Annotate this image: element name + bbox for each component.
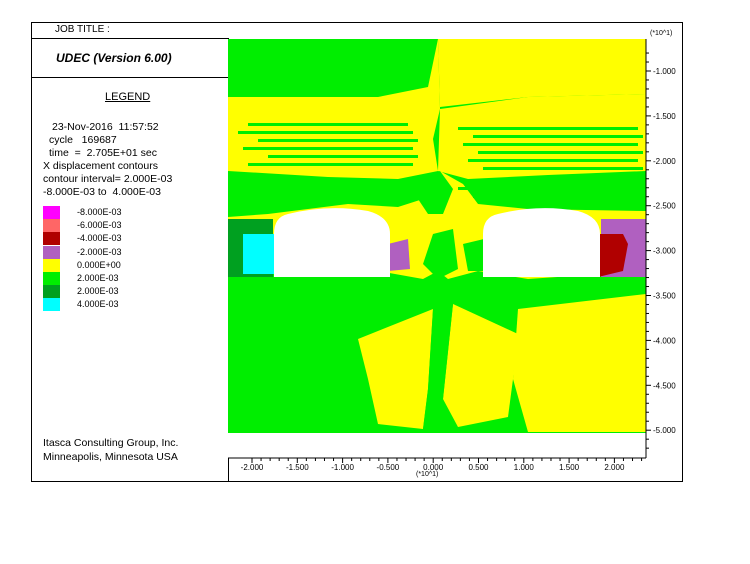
legend-range: -8.000E-03 to 4.000E-03 (43, 186, 161, 198)
plot-frame (31, 22, 683, 482)
contour-zone-green-neck (418, 171, 453, 214)
legend-time: time = 2.705E+01 sec (49, 147, 157, 159)
legend-swatch (43, 298, 60, 312)
contour-zone-cyan-left (243, 234, 276, 274)
company-name: Itasca Consulting Group, Inc. (43, 437, 179, 449)
legend-title: LEGEND (105, 91, 151, 103)
legend-swatch (43, 271, 60, 285)
contour-zone-yellow-top-right (438, 39, 646, 107)
software-title: UDEC (Version 6.00) (31, 39, 228, 78)
legend-date: 23-Nov-2016 11:57:52 (52, 121, 159, 133)
legend-label: 4.000E-03 (77, 299, 119, 310)
legend-swatch (43, 245, 60, 259)
contour-zone-green-right-tunnel (463, 239, 484, 271)
company-location: Minneapolis, Minnesota USA (43, 451, 178, 463)
tunnel-right (483, 208, 600, 277)
legend-label: -6.000E-03 (77, 220, 122, 231)
legend-label: -8.000E-03 (77, 207, 122, 217)
plot-bottom-margin (228, 433, 646, 458)
contour-zone-yellow-lower-left (358, 309, 433, 429)
contour-stripes-upper (238, 123, 643, 170)
legend-cycle: cycle 169687 (49, 134, 117, 146)
contour-plot (228, 39, 646, 458)
legend-label: 2.000E-03 (77, 286, 119, 297)
contour-zone-darkred-right (598, 234, 628, 277)
legend-contour-type: X displacement contours (43, 160, 158, 172)
contour-stripes-middle (228, 184, 646, 304)
company-footer: Itasca Consulting Group, Inc. Minneapoli… (43, 436, 178, 464)
contour-zone-green-center (423, 229, 458, 279)
contour-zone-yellow-lower-right (443, 304, 518, 427)
legend-info: 23-Nov-2016 11:57:52 cycle 169687 time =… (43, 121, 172, 199)
legend-swatch (43, 258, 60, 272)
legend-swatch (43, 285, 60, 299)
legend-label: -4.000E-03 (77, 233, 122, 244)
y-exponent-label: (*10^1) (650, 30, 673, 37)
tunnel-left (274, 208, 390, 277)
contour-zone-green-lower-center (423, 304, 453, 433)
contour-zone-yellow-upper-left (228, 39, 440, 179)
legend-swatch (43, 219, 60, 233)
legend-panel: UDEC (Version 6.00) LEGEND 23-Nov-2016 1… (31, 39, 229, 482)
legend-label: 0.000E+00 (77, 259, 121, 270)
contour-plot-svg (228, 39, 646, 458)
contour-zone-purple-left-tunnel (388, 239, 410, 271)
legend-label: 2.000E-03 (77, 272, 119, 283)
legend-swatch (43, 206, 60, 219)
job-title: JOB TITLE : (31, 22, 229, 39)
legend-label: -2.000E-03 (77, 246, 122, 257)
x-exponent-label: (*10^1) (416, 471, 439, 478)
legend-swatch (43, 232, 60, 246)
contour-zone-yellow-bottom-right (513, 294, 646, 432)
legend-contour-interval: contour interval= 2.000E-03 (43, 173, 173, 185)
